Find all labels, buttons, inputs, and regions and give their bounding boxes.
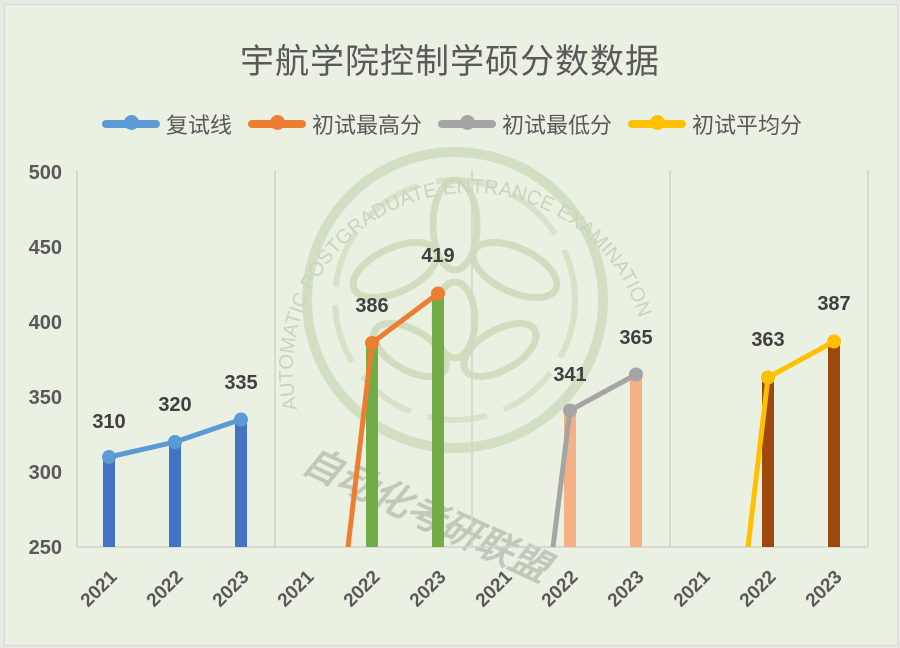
bar	[828, 341, 840, 547]
data-label: 365	[619, 327, 652, 349]
legend-label: 复试线	[166, 114, 233, 139]
legend-label: 初试最低分	[502, 114, 613, 139]
line-marker-icon	[628, 115, 687, 130]
chart-title: 宇航学院控制学硕分数数据	[240, 42, 660, 82]
data-label: 310	[92, 411, 125, 433]
x-tick: 2022	[340, 567, 385, 612]
bar	[235, 419, 247, 547]
series-retest-line: 310 320 335	[92, 372, 258, 547]
line-marker-icon	[248, 115, 307, 130]
data-point[interactable]	[761, 370, 775, 385]
data-point[interactable]	[168, 435, 182, 449]
watermark-cn-text: 自动化考研联盟	[296, 437, 561, 592]
data-label: 335	[224, 372, 257, 394]
series-min-score: 341 365	[550, 327, 653, 548]
data-point[interactable]	[234, 412, 248, 427]
data-label: 320	[158, 394, 191, 416]
x-tick: 2021	[274, 566, 319, 611]
data-point[interactable]	[102, 450, 116, 464]
x-tick: 2023	[406, 567, 451, 612]
bar	[366, 343, 378, 547]
x-tick: 2021	[670, 566, 715, 611]
x-tick: 2023	[604, 567, 649, 612]
series-avg-score: 363 387	[745, 293, 851, 548]
line-marker-icon	[438, 115, 497, 130]
x-axis: 2021 2022 2023 2021 2022 2023 2021 2022 …	[77, 566, 847, 611]
x-tick: 2023	[802, 567, 847, 612]
legend-item-avg-score[interactable]: 初试平均分	[628, 108, 802, 140]
y-tick: 350	[29, 387, 62, 409]
data-label: 387	[817, 293, 850, 315]
data-point[interactable]	[365, 336, 379, 350]
x-tick: 2022	[143, 567, 188, 612]
data-point[interactable]	[629, 367, 643, 382]
data-label: 386	[355, 295, 388, 317]
data-point[interactable]	[431, 286, 445, 301]
series-max-score: 386 419	[345, 245, 455, 548]
y-tick: 450	[29, 237, 62, 259]
y-axis: 500 450 400 350 300 250	[29, 162, 62, 559]
y-tick: 500	[29, 162, 62, 184]
bar	[630, 374, 642, 547]
data-label: 419	[421, 245, 454, 267]
legend-item-min-score[interactable]: 初试最低分	[438, 108, 612, 140]
legend: 复试线 初试最高分 初试最低分 初试平均分	[102, 108, 802, 140]
x-tick: 2023	[209, 567, 254, 612]
legend-item-retest-line[interactable]: 复试线	[102, 108, 232, 140]
bar	[432, 293, 444, 547]
bar	[103, 457, 115, 547]
gridlines	[76, 170, 869, 548]
watermark-ring-text: AUTOMATIC POSTGRADUATE ENTRANCE EXAMINAT…	[0, 0, 656, 412]
data-point[interactable]	[563, 403, 577, 418]
bar	[169, 442, 181, 547]
line-marker-icon	[102, 115, 160, 130]
y-tick: 250	[29, 537, 62, 559]
legend-label: 初试最高分	[312, 114, 423, 139]
legend-item-max-score[interactable]: 初试最高分	[248, 108, 422, 140]
y-tick: 300	[29, 462, 62, 484]
x-tick: 2021	[77, 566, 122, 611]
x-tick: 2022	[736, 567, 781, 612]
data-point[interactable]	[827, 334, 841, 349]
data-label: 363	[751, 329, 784, 351]
data-label: 341	[553, 364, 586, 386]
legend-label: 初试平均分	[692, 114, 803, 139]
y-tick: 400	[29, 312, 62, 334]
